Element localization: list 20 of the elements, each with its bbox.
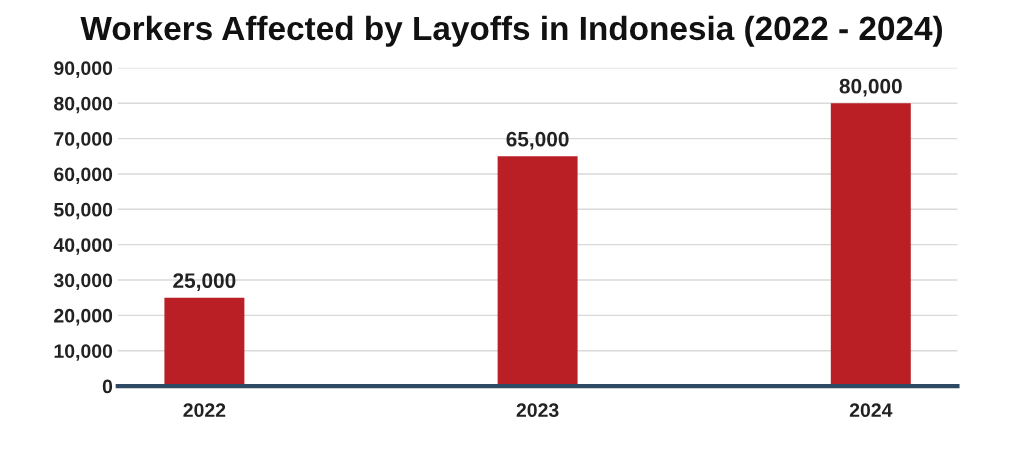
y-tick-label: 60,000 [54,167,113,184]
y-tick-label: 40,000 [53,238,113,255]
data-label: 25,000 [173,273,236,292]
data-label: 80,000 [839,78,902,97]
bar [830,103,911,387]
chart-title: Workers Affected by Layoffs in Indonesia (2022 - 2024) [80,15,942,47]
y-tick-label: 50,000 [54,202,113,220]
y-tick-label: 30,000 [53,273,113,291]
y-tick-label: 80,000 [54,96,113,114]
x-tick-label: 2023 [516,403,559,418]
y-tick-label: 90,000 [54,61,113,78]
y-tick-label: 10,000 [54,344,113,361]
data-label: 65,000 [506,131,569,150]
y-tick-label: 0 [102,379,113,394]
y-tick-label: 70,000 [54,132,113,149]
bar [497,156,578,387]
x-tick-label: 2022 [183,403,226,418]
bar [164,297,245,387]
y-tick-label: 20,000 [54,308,113,326]
x-tick-label: 2024 [849,403,893,418]
